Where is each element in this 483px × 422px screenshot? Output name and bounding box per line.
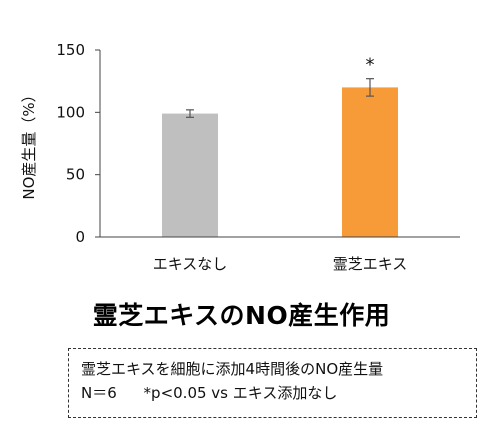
note-sample-size: N＝6 bbox=[81, 384, 117, 402]
chart-headline: 霊芝エキスのNO産生作用 bbox=[92, 301, 391, 330]
error-bars: * bbox=[186, 55, 375, 118]
note-box: 霊芝エキスを細胞に添加4時間後のNO産生量 N＝6 *p<0.05 vs エキス… bbox=[68, 348, 477, 418]
bar-1 bbox=[162, 113, 218, 237]
bar-chart: NO産生量（%） 0 50 100 150 * エキスなし 霊芝エキス bbox=[20, 41, 460, 273]
y-tick-label: 0 bbox=[75, 228, 85, 246]
category-label: 霊芝エキス bbox=[333, 255, 408, 273]
y-axis-ticks: 0 50 100 150 bbox=[56, 41, 100, 246]
y-tick-label: 150 bbox=[56, 41, 85, 59]
note-condition: 霊芝エキスを細胞に添加4時間後のNO産生量 bbox=[81, 360, 384, 378]
y-tick-label: 100 bbox=[56, 103, 85, 121]
category-labels: エキスなし 霊芝エキス bbox=[153, 255, 408, 273]
y-axis-label-group: NO産生量（%） bbox=[20, 87, 38, 199]
y-tick-label: 50 bbox=[66, 166, 85, 184]
bars bbox=[162, 87, 398, 238]
y-axis-label: NO産生量（%） bbox=[20, 87, 38, 199]
significance-marker: * bbox=[366, 55, 375, 76]
note-significance: *p<0.05 vs エキス添加なし bbox=[143, 384, 338, 402]
category-label: エキスなし bbox=[153, 255, 228, 273]
note-stats: N＝6 *p<0.05 vs エキス添加なし bbox=[81, 381, 476, 405]
bar-2 bbox=[342, 87, 398, 238]
